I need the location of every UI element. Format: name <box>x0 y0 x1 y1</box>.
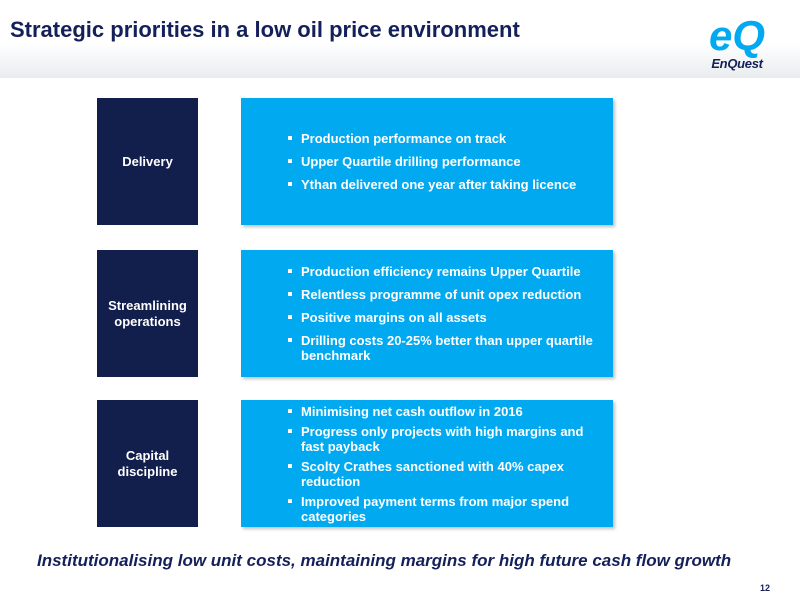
row-label-text: Delivery <box>122 153 173 169</box>
bullet-item: Upper Quartile drilling performance <box>288 154 603 169</box>
bullet-item: Ythan delivered one year after taking li… <box>288 177 603 192</box>
logo-mark-text: eQ <box>709 12 765 58</box>
row-label-text: Capital discipline <box>117 447 178 479</box>
bullet-item: Progress only projects with high margins… <box>288 424 603 454</box>
logo-wordmark: EnQuest <box>711 56 763 71</box>
row-label-delivery: Delivery <box>97 98 198 225</box>
slide-footer-tagline: Institutionalising low unit costs, maint… <box>37 551 732 570</box>
bullet-item: Production performance on track <box>288 131 603 146</box>
slide-header: Strategic priorities in a low oil price … <box>0 0 800 78</box>
enquest-logo: eQ EnQuest <box>700 12 774 72</box>
page-number: 12 <box>760 583 771 593</box>
row-label-streamlining-operations: Streamlining operations <box>97 250 198 377</box>
bullet-item: Positive margins on all assets <box>288 310 603 325</box>
bullet-item: Relentless programme of unit opex reduct… <box>288 287 603 302</box>
bullet-item: Scolty Crathes sanctioned with 40% capex… <box>288 459 603 489</box>
row-label-capital-discipline: Capital discipline <box>97 400 198 527</box>
row-label-text: Streamlining operations <box>108 297 187 329</box>
row-body-delivery: Production performance on track Upper Qu… <box>241 98 613 225</box>
bullet-item: Improved payment terms from major spend … <box>288 494 603 524</box>
bullet-item: Minimising net cash outflow in 2016 <box>288 404 603 419</box>
bullet-item: Drilling costs 20-25% better than upper … <box>288 333 603 363</box>
bullet-item: Production efficiency remains Upper Quar… <box>288 264 603 279</box>
row-body-capital-discipline: Minimising net cash outflow in 2016 Prog… <box>241 400 613 527</box>
row-body-streamlining-operations: Production efficiency remains Upper Quar… <box>241 250 613 377</box>
enquest-logo-mark: eQ <box>709 12 765 60</box>
slide-title: Strategic priorities in a low oil price … <box>10 17 520 42</box>
